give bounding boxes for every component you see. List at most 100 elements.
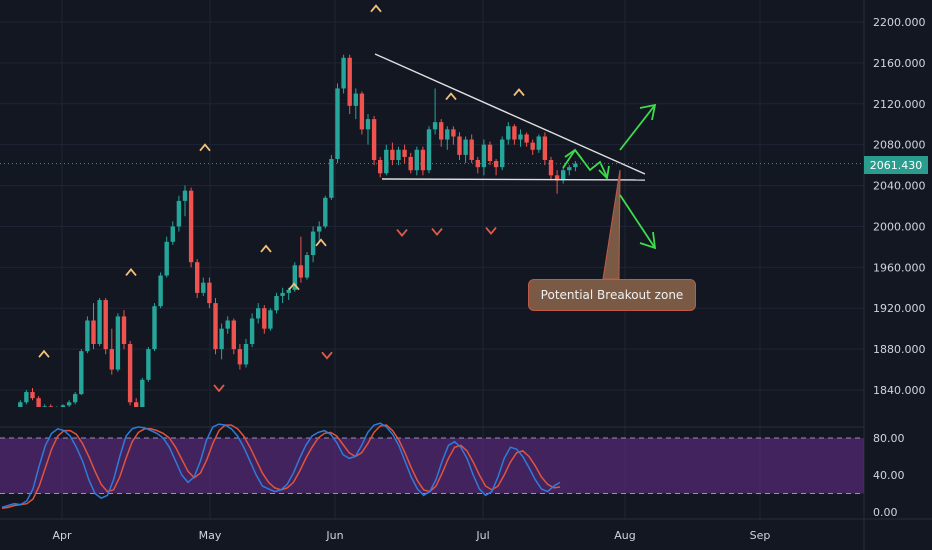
- candle-body: [402, 149, 407, 157]
- candle-body: [286, 289, 291, 293]
- candle-body: [109, 349, 114, 370]
- time-axis-tick: May: [199, 529, 222, 542]
- pivot-high-marker: [513, 88, 525, 97]
- projection-path: [562, 148, 608, 178]
- candle-body: [97, 300, 102, 344]
- candle-body: [243, 344, 249, 365]
- candle-body: [561, 170, 566, 181]
- time-axis-tick: Apr: [52, 529, 72, 542]
- oscillator-band: [0, 438, 864, 494]
- candle-body: [347, 57, 352, 106]
- candle-body: [0, 409, 4, 410]
- arrow-head: [639, 231, 657, 250]
- candle-body: [524, 134, 529, 143]
- price-axis-tick: 2200.000: [873, 16, 926, 29]
- candle-body: [30, 392, 35, 399]
- pivot-high-marker: [445, 92, 457, 101]
- candle-body: [310, 231, 316, 256]
- candle-body: [280, 292, 285, 296]
- candle-body: [48, 406, 53, 407]
- bullish-breakout-arrow: [619, 104, 656, 151]
- price-axis-tick: 2040.000: [873, 180, 926, 193]
- candle-body: [237, 349, 243, 365]
- candle-body: [12, 411, 16, 412]
- candle-body: [548, 160, 554, 176]
- breakout-callout: Potential Breakout zone: [528, 279, 696, 311]
- candle-body: [506, 126, 511, 140]
- pivot-high-marker: [315, 238, 327, 247]
- stoch-k-line: [1, 422, 561, 509]
- pivot-low-marker: [431, 227, 443, 236]
- price-axis-tick: 2120.000: [873, 98, 926, 111]
- time-axis-tick: Sep: [750, 529, 771, 542]
- candle-body: [323, 197, 328, 227]
- candle-body: [91, 320, 96, 344]
- callout-pointer: [602, 169, 621, 280]
- candle-body: [335, 88, 340, 159]
- price-axis-tick: 1920.000: [873, 302, 926, 315]
- time-axis-tick: Jul: [475, 529, 489, 542]
- candle-body: [408, 156, 413, 171]
- pivot-low-marker: [321, 351, 333, 360]
- candle-body: [152, 306, 157, 350]
- candle-body: [225, 320, 230, 329]
- candle-body: [512, 126, 517, 140]
- candle-body: [274, 295, 279, 311]
- oscillator-axis-tick: 40.00: [873, 469, 905, 482]
- candle-body: [158, 275, 163, 307]
- price-axis-tick: 1880.000: [873, 343, 926, 356]
- candle-body: [73, 394, 78, 403]
- candle-body: [207, 282, 212, 304]
- time-axis-tick: Jun: [325, 529, 343, 542]
- candle-body: [432, 122, 438, 130]
- arrow-head: [639, 103, 657, 121]
- candle-body: [396, 149, 401, 160]
- candle-body: [390, 149, 395, 160]
- candle-body: [445, 129, 450, 140]
- candle-body: [469, 139, 474, 160]
- candle-body: [384, 149, 389, 174]
- candle-body: [42, 406, 47, 407]
- candle-body: [146, 349, 151, 380]
- candle-body: [567, 167, 572, 171]
- candle-body: [188, 190, 194, 263]
- candle-body: [262, 308, 267, 329]
- pivot-low-marker: [396, 229, 408, 237]
- candle-body: [304, 255, 310, 278]
- candle-body: [298, 265, 304, 278]
- pivot-high-marker: [38, 349, 50, 358]
- candle-body: [329, 158, 334, 198]
- candle-body: [536, 136, 541, 150]
- candle-body: [530, 142, 535, 150]
- support-trendline: [381, 178, 646, 181]
- arrow-head: [598, 165, 610, 180]
- bearish-breakout-arrow: [619, 194, 656, 249]
- candle-body: [60, 405, 66, 407]
- price-axis-tick: 2160.000: [873, 57, 926, 70]
- price-axis-tick: 2000.000: [873, 220, 926, 233]
- candle-body: [134, 402, 139, 407]
- candle-body: [573, 163, 578, 168]
- candle-body: [213, 303, 218, 350]
- candle-body: [176, 200, 182, 227]
- pivot-low-marker: [485, 226, 497, 235]
- candle-body: [451, 129, 456, 137]
- candle-body: [55, 408, 59, 410]
- resistance-trendline: [374, 53, 646, 175]
- price-axis-tick: 2080.000: [873, 139, 926, 152]
- candle-body: [341, 57, 346, 89]
- oscillator-axis-tick: 0.00: [873, 506, 898, 519]
- candle-body: [6, 409, 10, 411]
- candle-body: [365, 119, 371, 130]
- last-price-tag: 2061.430: [864, 156, 928, 174]
- candle-body: [121, 316, 127, 344]
- candle-body: [420, 149, 426, 171]
- candle-body: [500, 139, 505, 168]
- candle-body: [542, 136, 548, 160]
- candle-body: [378, 160, 383, 174]
- candle-body: [219, 328, 224, 350]
- candle-body: [195, 262, 200, 293]
- candle-body: [353, 93, 358, 106]
- candle-body: [170, 226, 175, 242]
